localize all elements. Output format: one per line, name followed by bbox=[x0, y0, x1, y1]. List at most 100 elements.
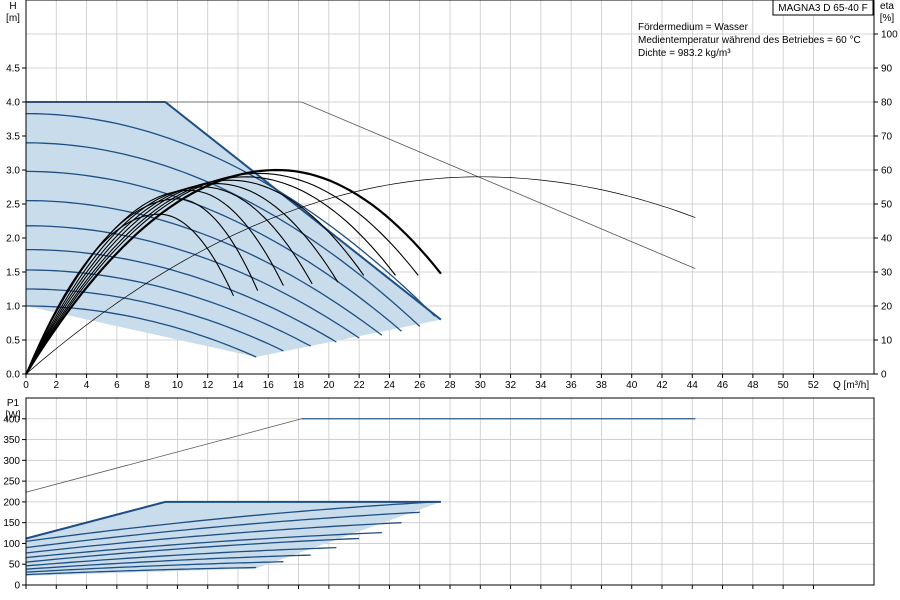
power-speed-curve bbox=[25, 531, 382, 559]
head-y-tick-label: 3.5 bbox=[6, 132, 20, 143]
eta-y-tick-label: 100 bbox=[881, 30, 898, 41]
eta-curve bbox=[25, 198, 259, 375]
power-speed-curve bbox=[25, 537, 360, 563]
q-axis-tick-label: 2 bbox=[54, 380, 60, 391]
eta-curve bbox=[25, 189, 284, 375]
q-axis-tick-label: 44 bbox=[687, 380, 699, 391]
head-y-tick-label: 4.0 bbox=[6, 98, 20, 109]
eta-y-tick-label: 70 bbox=[881, 132, 893, 143]
head-chart-curves bbox=[25, 101, 696, 375]
head-y-tick-label: 4.5 bbox=[6, 64, 20, 75]
eta-y-tick-label: 90 bbox=[881, 64, 893, 75]
info-line-temperature: Medientemperatur während des Betriebes =… bbox=[638, 35, 861, 46]
eta-axis-unit: [%] bbox=[880, 13, 895, 24]
eta-y-tick-label: 20 bbox=[881, 302, 893, 313]
head-speed-curve bbox=[25, 170, 402, 332]
power-speed-curve bbox=[25, 566, 257, 576]
eta-axis-label: eta bbox=[880, 1, 894, 12]
q-axis-tick-label: 0 bbox=[23, 380, 29, 391]
q-axis-tick-label: 6 bbox=[114, 380, 120, 391]
eta-curve bbox=[25, 213, 234, 375]
q-axis-tick-label: 10 bbox=[172, 380, 184, 391]
head-y-tick-label: 2.0 bbox=[6, 234, 20, 245]
head-speed-curve bbox=[26, 269, 312, 347]
q-axis-tick-label: 32 bbox=[505, 380, 517, 391]
power-y-tick-label: 200 bbox=[3, 497, 20, 508]
power-speed-curve bbox=[25, 511, 420, 549]
head-y-tick-label: 1.0 bbox=[6, 302, 20, 313]
power-y-axis-label: P1 bbox=[7, 398, 20, 409]
q-axis-tick-label: 24 bbox=[384, 380, 396, 391]
q-axis-tick-label: 42 bbox=[656, 380, 668, 391]
head-speed-curve bbox=[26, 248, 337, 343]
power-y-tick-label: 300 bbox=[3, 456, 20, 467]
q-axis-tick-label: 22 bbox=[354, 380, 366, 391]
power-speed-curve bbox=[25, 561, 284, 573]
q-axis-tick-label: 36 bbox=[566, 380, 578, 391]
eta-y-tick-label: 80 bbox=[881, 98, 893, 109]
q-axis-tick-label: 16 bbox=[263, 380, 275, 391]
head-speed-curve bbox=[25, 199, 383, 336]
power-y-tick-label: 100 bbox=[3, 539, 20, 550]
q-axis-tick-label: 20 bbox=[323, 380, 335, 391]
power-operating-region bbox=[26, 501, 441, 576]
q-axis-tick-label: 48 bbox=[747, 380, 759, 391]
head-y-tick-label: 0.0 bbox=[6, 370, 20, 381]
eta-y-tick-label: 30 bbox=[881, 268, 893, 279]
q-axis-tick-label: 40 bbox=[626, 380, 638, 391]
power-y-tick-label: 400 bbox=[3, 414, 20, 425]
power-chart-curves bbox=[25, 418, 696, 576]
head-speed-curve bbox=[26, 225, 360, 339]
q-axis-label: Q [m³/h] bbox=[833, 380, 869, 391]
q-axis-tick-label: 46 bbox=[717, 380, 729, 391]
product-label: MAGNA3 D 65-40 F bbox=[778, 3, 867, 14]
power-y-axis-unit: [W] bbox=[6, 410, 21, 421]
info-line-density: Dichte = 983.2 kg/m³ bbox=[638, 48, 731, 59]
eta-y-tick-label: 0 bbox=[881, 370, 887, 381]
head-y-tick-label: 3.0 bbox=[6, 166, 20, 177]
head-operating-region bbox=[26, 102, 441, 357]
q-axis-tick-label: 4 bbox=[84, 380, 90, 391]
power-speed-curve bbox=[25, 522, 402, 554]
max-head-envelope bbox=[26, 101, 696, 269]
power-max-curve bbox=[25, 500, 441, 540]
q-axis-tick-label: 14 bbox=[232, 380, 244, 391]
power-speed-curve bbox=[25, 501, 435, 543]
eta-y-tick-label: 10 bbox=[881, 336, 893, 347]
q-axis-tick-label: 26 bbox=[414, 380, 426, 391]
head-y-tick-label: 1.5 bbox=[6, 268, 20, 279]
q-axis-tick-label: 12 bbox=[202, 380, 214, 391]
power-speed-curve bbox=[25, 546, 337, 567]
q-axis-tick-label: 38 bbox=[596, 380, 608, 391]
product-label-box bbox=[772, 0, 874, 16]
eta-y-tick-label: 40 bbox=[881, 234, 893, 245]
q-axis-tick-label: 8 bbox=[144, 380, 150, 391]
power-y-tick-label: 0 bbox=[14, 581, 20, 592]
q-axis-tick-label: 18 bbox=[293, 380, 305, 391]
q-axis-tick-label: 34 bbox=[535, 380, 547, 391]
q-axis-tick-label: 28 bbox=[444, 380, 456, 391]
power-y-tick-label: 350 bbox=[3, 435, 20, 446]
head-y-tick-label: 0.5 bbox=[6, 336, 20, 347]
head-speed-curve bbox=[25, 112, 436, 317]
power-y-tick-label: 250 bbox=[3, 477, 20, 488]
q-axis-tick-label: 52 bbox=[808, 380, 820, 391]
head-chart-axes: 0 2 4 6 8 10 12 14 16 18 20 22 24 26 28 30 32 34 36 38 40 42 4… bbox=[6, 0, 898, 391]
head-speed-curve bbox=[25, 142, 421, 327]
info-line-medium: Fördermedium = Wasser bbox=[638, 22, 749, 33]
power-speed-curve bbox=[25, 554, 311, 570]
q-axis-tick-label: 30 bbox=[475, 380, 487, 391]
eta-curve bbox=[25, 172, 419, 375]
head-y-axis-label: H bbox=[9, 1, 16, 12]
q-axis-tick-label: 50 bbox=[778, 380, 790, 391]
eta-y-tick-label: 60 bbox=[881, 166, 893, 177]
eta-curve bbox=[25, 186, 313, 375]
power-chart-axes: 0 50 100 150 200 250 300 350 400 bbox=[3, 397, 875, 592]
eta-y-tick-label: 50 bbox=[881, 200, 893, 211]
head-y-tick-label: 2.5 bbox=[6, 200, 20, 211]
power-y-tick-label: 150 bbox=[3, 518, 20, 529]
eta-extended-curve bbox=[25, 176, 696, 375]
power-y-tick-label: 50 bbox=[9, 560, 21, 571]
head-y-axis-unit: [m] bbox=[6, 13, 20, 24]
